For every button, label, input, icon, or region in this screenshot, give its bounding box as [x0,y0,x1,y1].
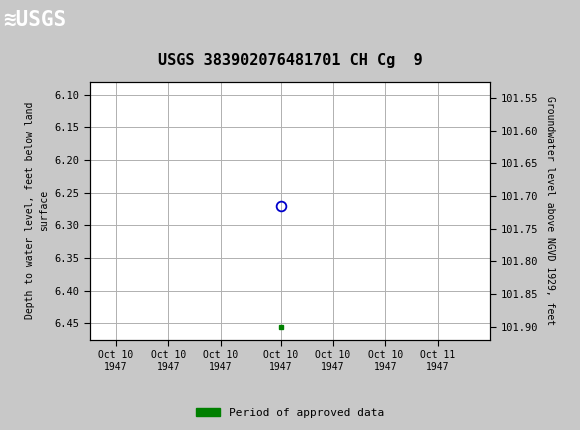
Text: ≋USGS: ≋USGS [3,10,66,31]
Text: USGS 383902076481701 CH Cg  9: USGS 383902076481701 CH Cg 9 [158,53,422,68]
Legend: Period of approved data: Period of approved data [191,403,389,422]
Y-axis label: Groundwater level above NGVD 1929, feet: Groundwater level above NGVD 1929, feet [545,96,555,325]
Y-axis label: Depth to water level, feet below land
surface: Depth to water level, feet below land su… [25,102,49,319]
